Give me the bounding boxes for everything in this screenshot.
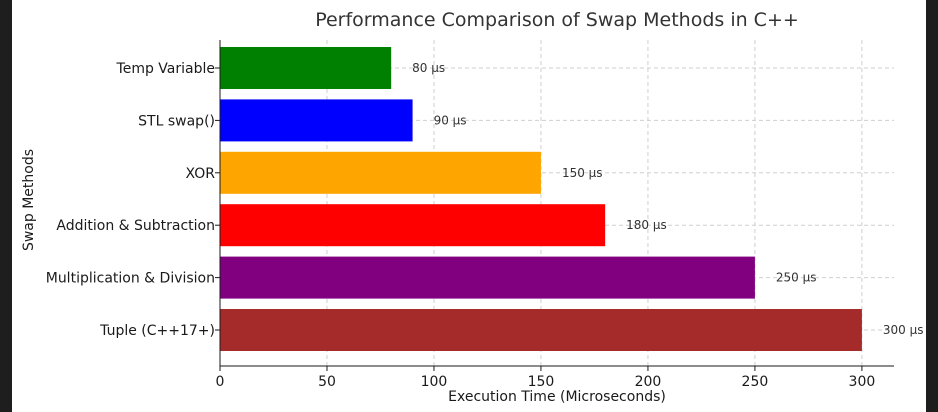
bar bbox=[220, 47, 392, 89]
value-label: 180 µs bbox=[626, 218, 667, 232]
category-label: Temp Variable bbox=[116, 61, 215, 77]
x-tick-label: 150 bbox=[528, 374, 555, 390]
bar bbox=[220, 151, 541, 194]
x-tick-label: 200 bbox=[635, 374, 662, 390]
category-label: Multiplication & Division bbox=[46, 271, 215, 287]
value-label: 250 µs bbox=[776, 271, 817, 285]
category-label: Addition & Subtraction bbox=[56, 218, 215, 234]
value-label: 150 µs bbox=[562, 166, 603, 180]
y-axis-label: Swap Methods bbox=[21, 149, 37, 251]
bar-chart: Performance Comparison of Swap Methods i… bbox=[21, 9, 924, 405]
x-tick-label: 300 bbox=[849, 374, 876, 390]
x-tick-label: 100 bbox=[421, 374, 448, 390]
bar bbox=[220, 256, 755, 299]
x-axis-label: Execution Time (Microseconds) bbox=[448, 389, 666, 405]
x-tick-label: 50 bbox=[318, 374, 336, 390]
x-tick-label: 0 bbox=[216, 374, 225, 390]
value-label: 80 µs bbox=[412, 61, 445, 75]
labels: 0 50 100 150 200 250 300 Temp Variable 80 µs STL … bbox=[46, 61, 924, 390]
category-label: Tuple (C++17+) bbox=[99, 323, 215, 339]
bar bbox=[220, 204, 606, 247]
chart-frame: Performance Comparison of Swap Methods i… bbox=[12, 0, 926, 412]
bar bbox=[220, 309, 862, 351]
category-label: XOR bbox=[186, 166, 216, 182]
x-tick-label: 250 bbox=[742, 374, 769, 390]
bar bbox=[220, 99, 413, 142]
value-label: 90 µs bbox=[434, 113, 467, 127]
bars bbox=[220, 47, 862, 351]
value-label: 300 µs bbox=[883, 323, 924, 337]
chart-title: Performance Comparison of Swap Methods i… bbox=[315, 9, 799, 31]
category-label: STL swap() bbox=[138, 113, 215, 129]
